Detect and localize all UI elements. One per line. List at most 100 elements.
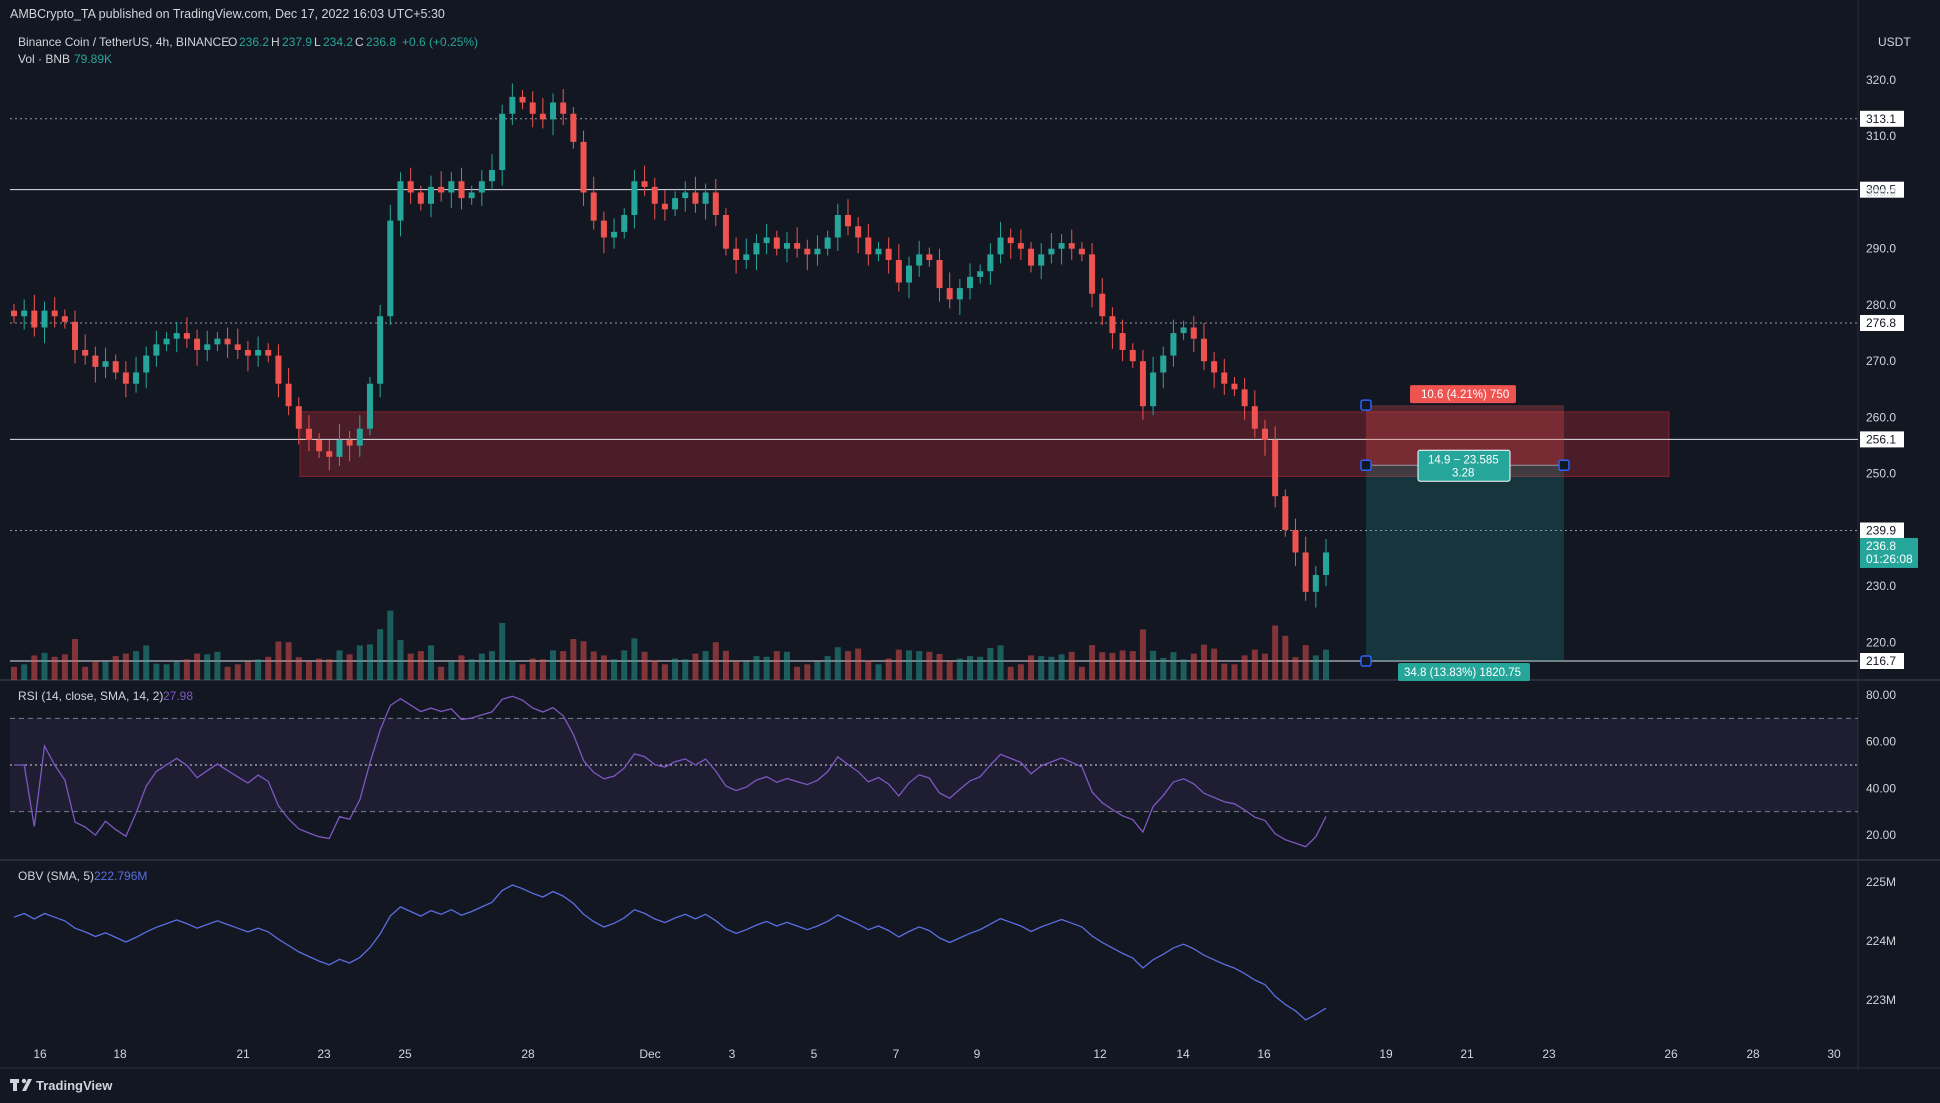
candle-body [163,338,170,345]
candle-body [743,254,750,260]
drag-handle[interactable] [1360,399,1372,411]
rsi-tick-20.00: 20.00 [1866,828,1896,842]
time-label-16: 16 [33,1047,47,1061]
candle-body [41,310,48,328]
candle-body [936,259,943,289]
price-axis: 313.1 300.5 276.8 256.1 239.9 216.7 320.0 310.0… [1860,73,1918,669]
currency-label: USDT [1878,35,1911,49]
candle-body [214,338,221,345]
obv-line [13,884,1327,1021]
target-label-bg [1398,663,1530,681]
volume-bar [580,641,587,680]
candle-body [336,439,343,457]
level-label-bg-313.1 [1860,110,1904,127]
obv-tick-223M: 223M [1866,993,1896,1007]
candle-body [1017,243,1024,249]
volume-bar [448,661,455,680]
time-label-25: 25 [398,1047,412,1061]
volume-bar [1048,656,1055,680]
volume-bar [275,641,282,680]
volume-bar [590,651,597,680]
drag-handle[interactable] [1360,459,1372,472]
volume-bar [956,658,963,680]
symbol-legend[interactable]: Binance Coin / TetherUS, 4h, BINANCE O 2… [18,35,478,66]
volume-bar [1231,664,1238,680]
obv-legend[interactable]: OBV (SMA, 5) 222.796M [18,869,147,883]
candle-body [72,321,79,350]
candle-body [875,248,882,255]
volume-bar [427,645,434,680]
volume-bar [122,653,129,680]
volume-bar [346,654,353,680]
volume-bar [316,658,323,680]
candle-body [1312,574,1319,592]
price-tick-260.0: 260.0 [1866,410,1896,424]
drag-handle[interactable] [1558,459,1570,472]
candle-body [702,192,709,204]
volume-bar [438,666,445,680]
candle-body [1078,248,1085,255]
target-label: 34.8 (13.83%) 1820.75 [1404,667,1521,679]
volume-bar [844,651,851,680]
rsi-legend[interactable]: RSI (14, close, SMA, 14, 2) 27.98 [18,689,193,703]
candle-body [1099,293,1106,317]
candle-body [133,372,140,384]
candle-body [600,220,607,238]
volume-bar [987,647,994,680]
candle-body [234,344,241,350]
current-price-label: 236.8 [1866,539,1896,553]
volume-bar [489,651,496,680]
volume-bar [285,642,292,680]
volume-bar [1323,649,1329,680]
candle-body [61,316,68,322]
level-label-bg-300.5 [1860,181,1904,198]
price-tick-230.0: 230.0 [1866,579,1896,593]
volume-bar [356,645,363,680]
volume-bar [875,664,882,680]
volume-bar [1180,659,1187,680]
candle-body [244,349,251,356]
candle-body [722,214,729,249]
candle-body [1241,389,1248,407]
tradingview-logo[interactable]: TradingView [10,1078,113,1093]
level-label-bg-239.9 [1860,522,1904,539]
candle-body [1068,243,1075,249]
level-label-300.5: 300.5 [1866,183,1896,197]
volume-bar [936,654,943,680]
volume-value: 79.89K [74,52,112,66]
level-label-276.8: 276.8 [1866,316,1896,330]
volume-bar [895,649,902,680]
candle-body [672,198,679,210]
volume-bar [1211,648,1218,680]
candle-body [1200,338,1207,362]
volume-bar [82,666,89,680]
candle-body [285,383,292,407]
volume-bar [600,655,607,680]
candle-body [11,310,17,317]
candle-body [417,192,424,204]
drag-handle[interactable] [1360,655,1372,667]
volume-bar [539,659,546,680]
rsi-line [14,695,1327,848]
rsi-tick-40.00: 40.00 [1866,781,1896,795]
volume-bar [1160,657,1167,680]
volume-bar [672,658,679,680]
candle-body [1323,552,1329,575]
candle-body [153,344,160,356]
candle-body [651,186,658,204]
volume-bar [102,661,109,680]
candle-body [560,102,567,114]
volume-bar [743,661,750,680]
tradingview-icon [10,1078,32,1091]
candle-body [1272,439,1279,497]
candle-body [967,276,974,289]
volume-bar [682,659,689,680]
time-label-Dec: Dec [639,1047,660,1061]
candle-body [255,349,262,356]
time-label-5: 5 [811,1047,818,1061]
candle-body [275,355,282,384]
volume-label: Vol · BNB [18,52,70,66]
